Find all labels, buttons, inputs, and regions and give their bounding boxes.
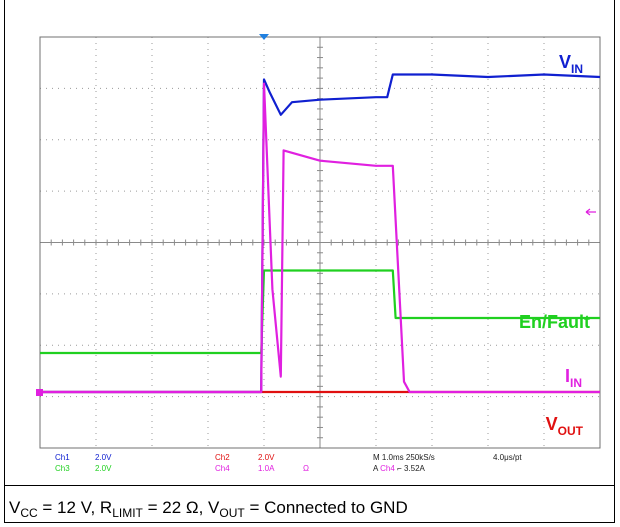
trace-label: En/Fault — [519, 312, 590, 332]
trace-label: VOUT — [546, 414, 584, 438]
status-ch2-name: Ch2 — [215, 453, 230, 462]
trace-v-in — [40, 73, 601, 394]
status-ch1-scale: 2.0V — [95, 453, 112, 462]
trace-labels: VIN En/Fault IIN VOUT — [519, 52, 590, 438]
status-ch4-unit: Ω — [303, 464, 309, 473]
status-ch1-name: Ch1 — [55, 453, 70, 462]
caption-vcc-value: = 12 V, — [37, 498, 100, 517]
caption-vout-subscript: OUT — [219, 506, 245, 520]
grid-border — [39, 36, 601, 449]
trigger-channel: Ch4 — [380, 464, 395, 473]
scope-grid — [39, 36, 601, 449]
trace-label: VIN — [559, 52, 583, 76]
caption-vcc-symbol: V — [9, 498, 21, 517]
status-ch4-scale: 1.0A — [258, 464, 275, 473]
trace-label: IIN — [565, 366, 582, 390]
trigger-slope-icon: ⌐ — [397, 464, 402, 473]
trace-i-in — [40, 82, 600, 394]
trigger-position-icon — [259, 34, 269, 40]
status-ch4-name: Ch4 — [215, 464, 230, 473]
status-timebase: M 1.0ms 250kS/s — [373, 453, 435, 462]
oscilloscope-screen: VIN En/Fault IIN VOUT — [36, 34, 601, 449]
figure-frame — [4, 0, 615, 523]
caption-r-subscript: LIMIT — [112, 506, 143, 520]
caption-vout-value: = Connected to GND — [244, 498, 408, 517]
status-trigger: A Ch4 ⌐ 3.52A — [373, 464, 425, 473]
trigger-prefix: A — [373, 464, 378, 473]
ground-reference-icon — [36, 389, 43, 396]
caption-vcc-subscript: CC — [20, 506, 38, 520]
caption-vout-symbol: V — [208, 498, 220, 517]
trigger-level: 3.52A — [403, 464, 425, 473]
caption-divider — [4, 485, 615, 486]
trigger-level-icon — [585, 208, 596, 216]
status-ch3-scale: 2.0V — [95, 464, 112, 473]
status-ch2-scale: 2.0V — [258, 453, 275, 462]
scope-traces — [40, 73, 601, 394]
caption-r-value: = 22 Ω, — [142, 498, 209, 517]
caption-r-symbol: R — [99, 498, 113, 517]
figure-caption: VCC = 12 V, RLIMIT = 22 Ω, VOUT = Connec… — [9, 498, 408, 520]
scope-markers — [36, 34, 596, 396]
status-resolution: 4.0μs/pt — [493, 453, 522, 462]
status-ch3-name: Ch3 — [55, 464, 70, 473]
